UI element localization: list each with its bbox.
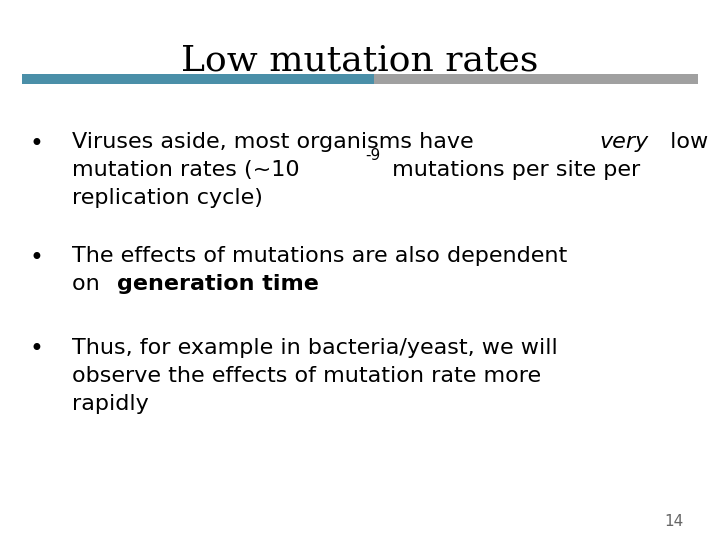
Bar — [374, 74, 698, 84]
Text: rapidly: rapidly — [72, 394, 149, 414]
Text: Thus, for example in bacteria/yeast, we will: Thus, for example in bacteria/yeast, we … — [72, 338, 558, 357]
Text: •: • — [29, 246, 43, 269]
Text: 14: 14 — [665, 514, 684, 529]
Text: •: • — [29, 338, 43, 361]
Text: •: • — [29, 132, 43, 156]
Text: replication cycle): replication cycle) — [72, 188, 263, 208]
Text: very: very — [600, 132, 649, 152]
Text: -9: -9 — [366, 148, 381, 164]
Text: Low mutation rates: Low mutation rates — [181, 43, 539, 77]
Bar — [22, 74, 374, 84]
Text: mutations per site per: mutations per site per — [385, 160, 641, 180]
Text: Viruses aside, most organisms have: Viruses aside, most organisms have — [72, 132, 481, 152]
Text: observe the effects of mutation rate more: observe the effects of mutation rate mor… — [72, 366, 541, 386]
Text: on: on — [72, 274, 107, 294]
Text: The effects of mutations are also dependent: The effects of mutations are also depend… — [72, 246, 567, 266]
Text: mutation rates (~10: mutation rates (~10 — [72, 160, 300, 180]
Text: generation time: generation time — [117, 274, 319, 294]
Text: low: low — [663, 132, 708, 152]
